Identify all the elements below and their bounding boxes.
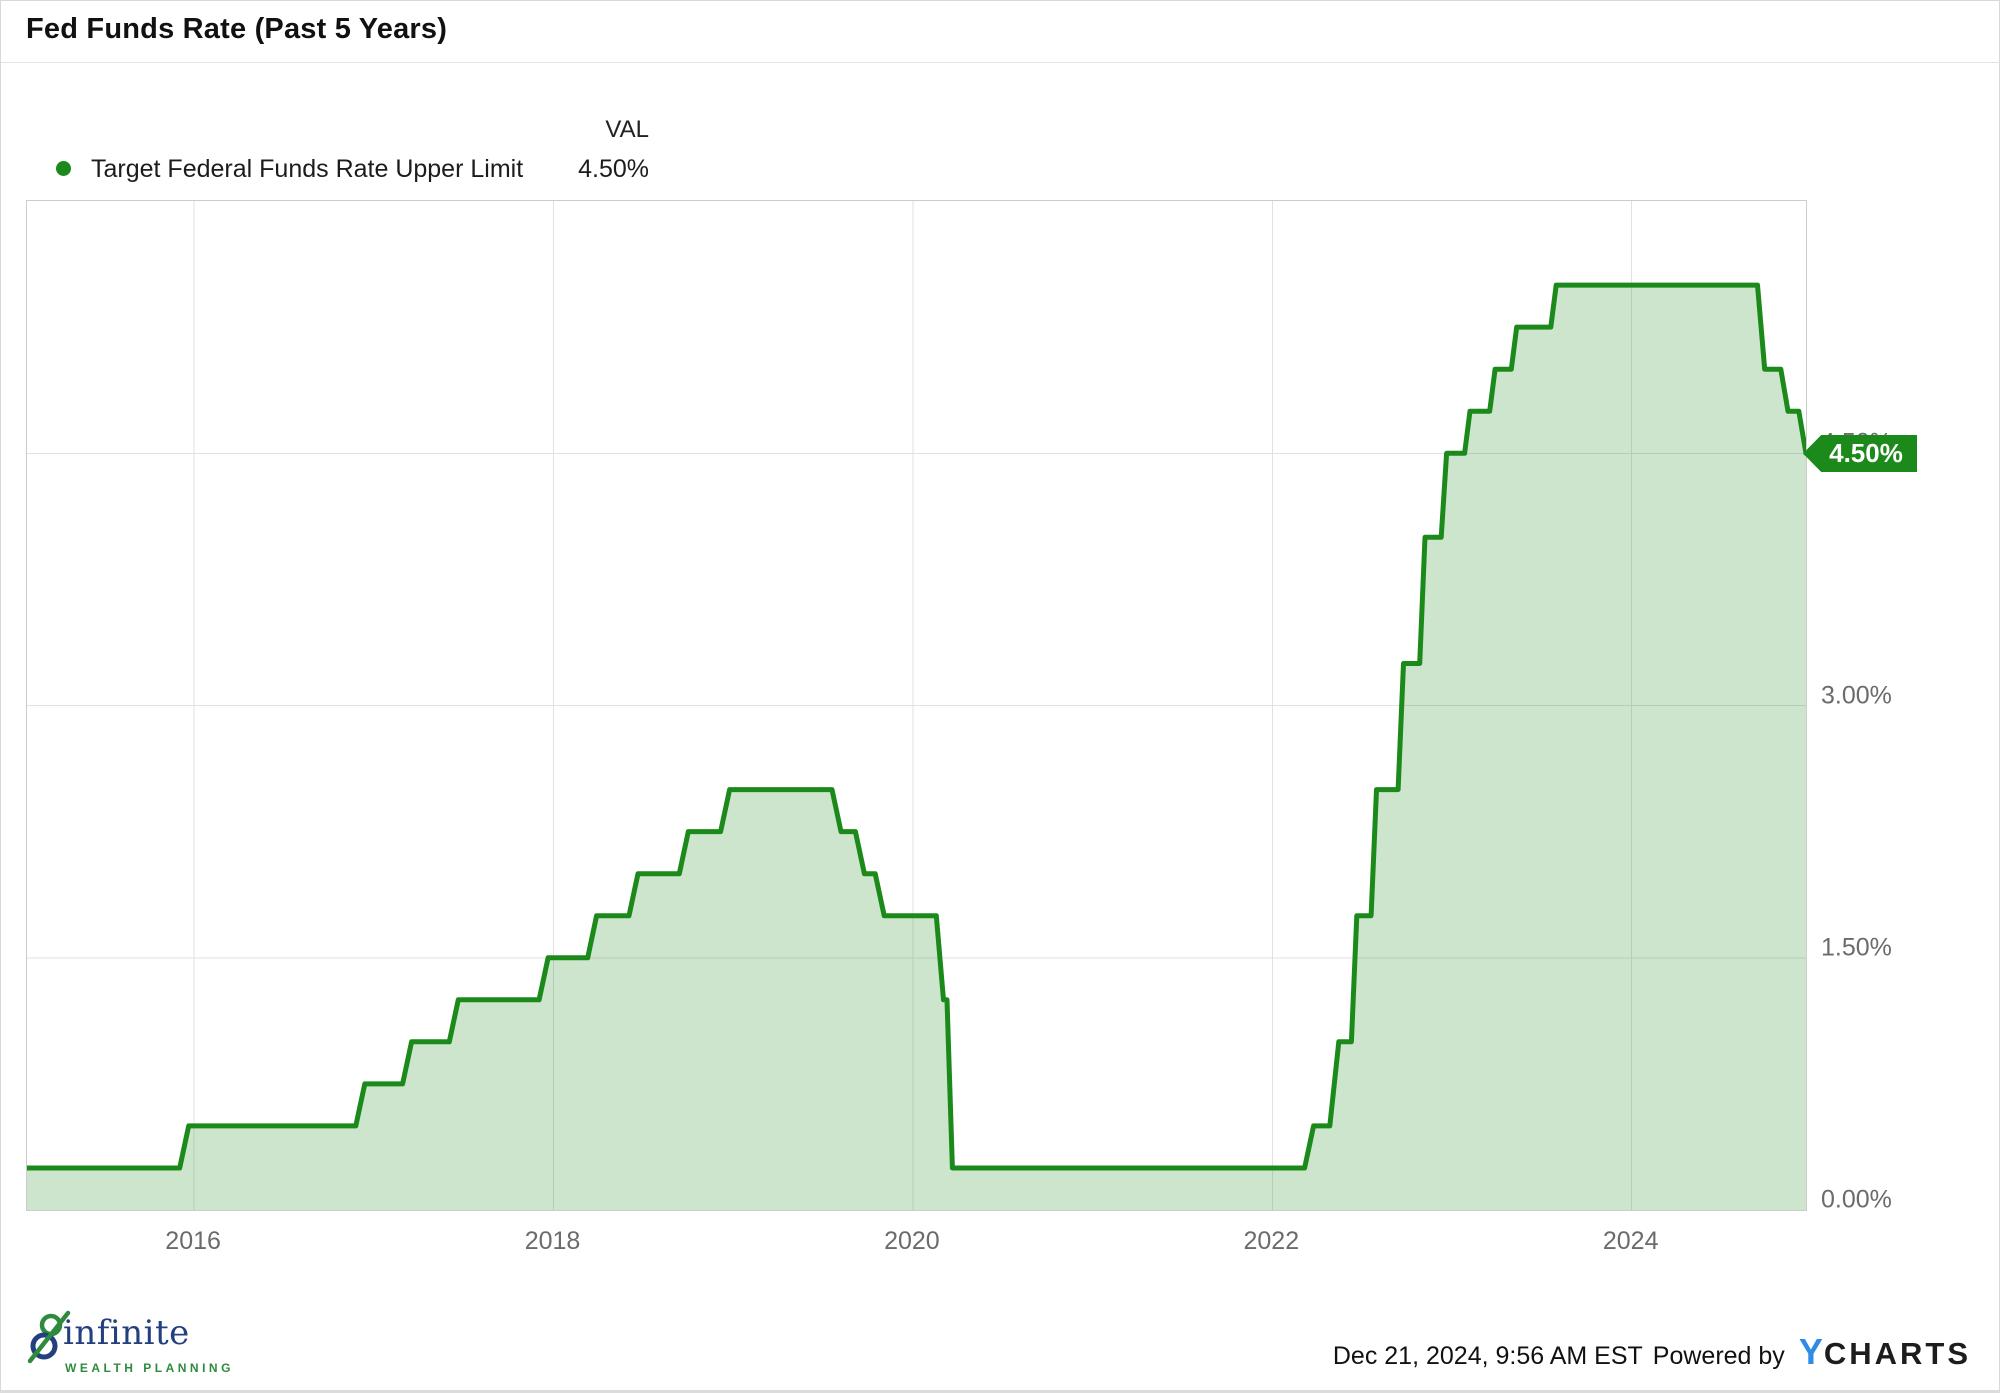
infinity-dollar-icon (27, 1310, 71, 1364)
y-tick-label: 3.00% (1821, 681, 1892, 709)
series-current-value: 4.50% (578, 155, 649, 183)
title-divider (1, 62, 2000, 63)
y-tick-label: 1.50% (1821, 933, 1892, 962)
x-tick-label: 2020 (884, 1227, 940, 1255)
ycharts-y-icon: Y (1798, 1331, 1824, 1372)
ycharts-logo: YCHARTS (1799, 1331, 1971, 1373)
ycharts-wordmark: CHARTS (1823, 1336, 1971, 1371)
page-title: Fed Funds Rate (Past 5 Years) (26, 13, 448, 45)
y-tick-label: 0.00% (1821, 1185, 1892, 1214)
series-label: Target Federal Funds Rate Upper Limit (91, 155, 524, 183)
plot-svg (27, 201, 1806, 1210)
x-tick-label: 2016 (165, 1227, 221, 1255)
x-tick-label: 2024 (1602, 1227, 1659, 1255)
attribution: Dec 21, 2024, 9:56 AM EST Powered by YCH… (1333, 1331, 1971, 1373)
powered-by-label: Powered by (1652, 1342, 1785, 1370)
x-tick-label: 2018 (524, 1227, 581, 1255)
logo-wordmark: infinite (63, 1313, 190, 1353)
plot-area[interactable] (26, 200, 1807, 1211)
x-tick-label: 2022 (1243, 1227, 1300, 1255)
legend-val-column-header: VAL (605, 116, 649, 143)
value-callout: 4.50% (1803, 435, 1917, 472)
infinite-wealth-planning-logo: infinite WEALTH PLANNING (27, 1307, 267, 1379)
logo-tagline: WEALTH PLANNING (65, 1361, 234, 1375)
series-dot-icon (56, 161, 71, 176)
timestamp: Dec 21, 2024, 9:56 AM EST (1332, 1342, 1643, 1370)
